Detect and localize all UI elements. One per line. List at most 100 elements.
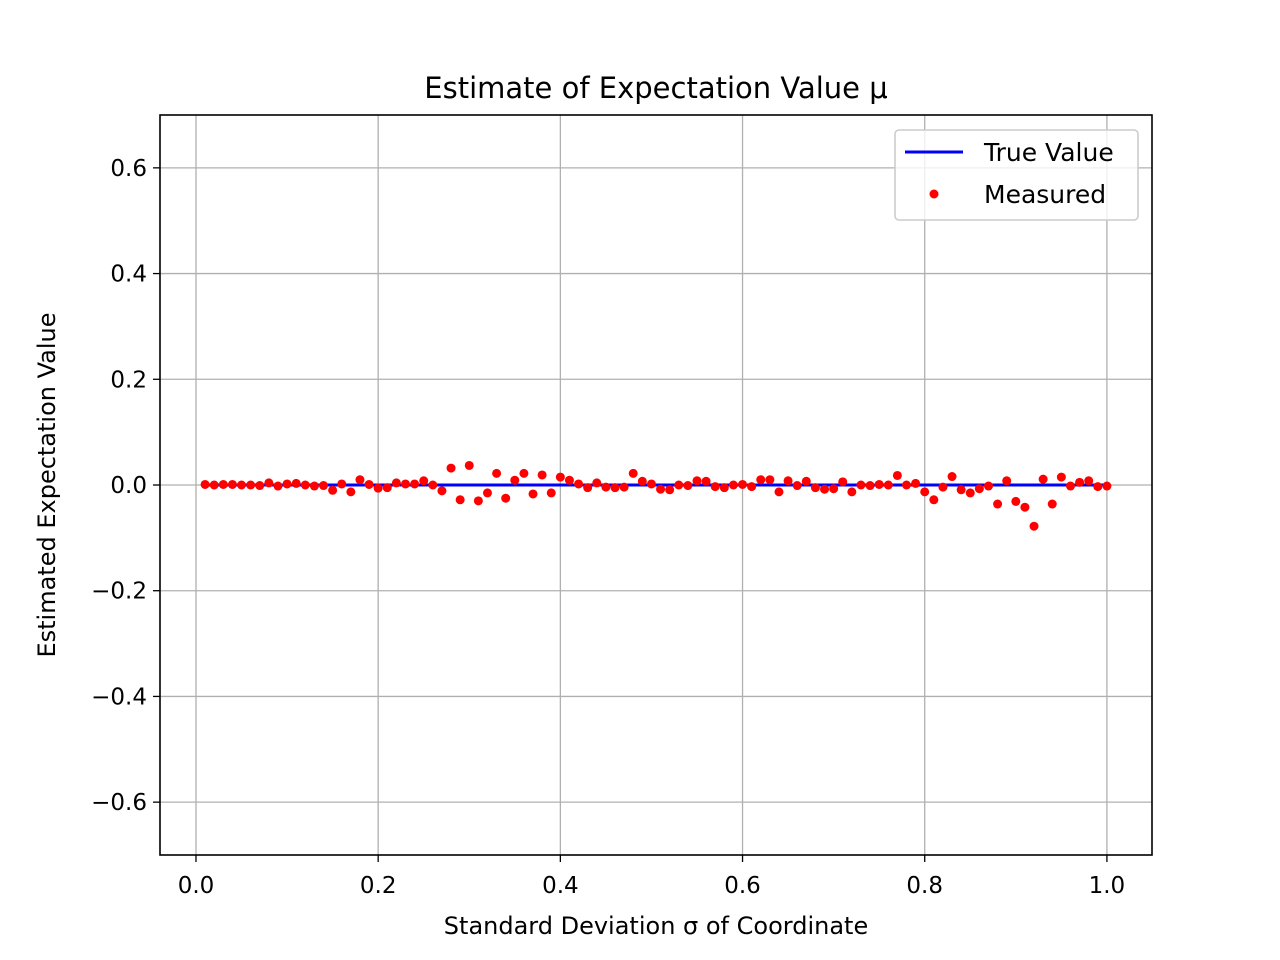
measured-point [555,472,565,482]
measured-point [400,479,410,489]
y-tick-label: −0.4 [91,684,147,710]
measured-point [482,488,492,498]
measured-point [564,475,574,485]
measured-point [1056,472,1066,482]
measured-point [574,479,584,489]
measured-point [892,470,902,480]
measured-point [1020,502,1030,512]
measured-point [364,479,374,489]
measured-point [637,476,647,486]
measured-point [856,480,866,490]
measured-point [255,481,265,491]
measured-point [273,481,283,491]
measured-point [546,488,556,498]
measured-point [820,484,830,494]
measured-point [765,475,775,485]
measured-point [583,483,593,493]
measured-point [382,483,392,493]
legend: True Value Measured [894,129,1139,221]
measured-point [1093,482,1103,492]
measured-point [510,475,520,485]
y-tick-label: 0.0 [110,473,147,499]
measured-point [1011,496,1021,506]
measured-point [938,482,948,492]
measured-point [373,483,383,493]
chart-title: Estimate of Expectation Value μ [424,71,887,105]
measured-point [1102,481,1112,491]
measured-point [537,470,547,480]
measured-point [965,488,975,498]
measured-point [646,479,656,489]
y-tick-label: −0.6 [91,790,147,816]
measured-point [346,487,356,497]
measured-point [446,463,456,473]
measured-point [829,484,839,494]
measured-point [519,468,529,478]
measured-point [355,475,365,485]
measured-point [838,477,848,487]
measured-point [309,481,319,491]
ticks: 0.0 0.2 0.4 0.6 0.8 1.0 −0.6 −0.4 −0.2 0.0 0.2 0.4 0… [91,156,1125,899]
measured-point [473,496,483,506]
measured-point [291,478,301,488]
x-tick-label: 0.6 [724,873,761,899]
x-tick-label: 0.0 [178,873,215,899]
measured-point [792,481,802,491]
x-tick-label: 0.4 [542,873,579,899]
measured-point [738,479,748,489]
x-tick-label: 1.0 [1089,873,1126,899]
measured-point [747,482,757,492]
measured-point [674,480,684,490]
measured-point [227,479,237,489]
measured-point [282,479,292,489]
measured-point [783,476,793,486]
x-axis-label: Standard Deviation σ of Coordinate [444,912,868,940]
measured-point [920,487,930,497]
measured-point [1047,499,1057,509]
measured-point [501,493,511,503]
measured-point [246,480,256,490]
legend-label-true-value: True Value [983,138,1114,167]
measured-point [865,481,875,491]
y-tick-label: 0.2 [110,367,147,393]
measured-point [391,478,401,488]
measured-point [328,485,338,495]
measured-point [774,487,784,497]
measured-point [337,479,347,489]
measured-point [974,484,984,494]
measured-point [300,480,310,490]
measured-point [437,486,447,496]
measured-point [728,480,738,490]
measured-point [801,476,811,486]
measured-point [883,480,893,490]
measured-point [264,478,274,488]
legend-marker-swatch [929,189,939,199]
measured-point [200,479,210,489]
measured-point [656,484,666,494]
measured-point [911,478,921,488]
measured-point [1065,481,1075,491]
x-tick-label: 0.2 [360,873,397,899]
measured-point [847,487,857,497]
y-axis-label: Estimated Expectation Value [33,312,61,657]
y-tick-label: 0.6 [110,156,147,182]
y-tick-label: −0.2 [91,579,147,605]
measured-point [1029,521,1039,531]
x-tick-label: 0.8 [906,873,943,899]
measured-point [528,489,538,499]
measured-point [419,476,429,486]
measured-point [692,476,702,486]
measured-point [710,482,720,492]
measured-point [610,483,620,493]
measured-point [1002,476,1012,486]
measured-point [1084,476,1094,486]
measured-point [756,475,766,485]
measured-point [1075,477,1085,487]
measured-point [701,476,711,486]
measured-point [902,480,912,490]
measured-point [665,485,675,495]
measured-point [601,482,611,492]
measured-point [683,481,693,491]
measured-point [209,480,219,490]
measured-point [319,481,329,491]
